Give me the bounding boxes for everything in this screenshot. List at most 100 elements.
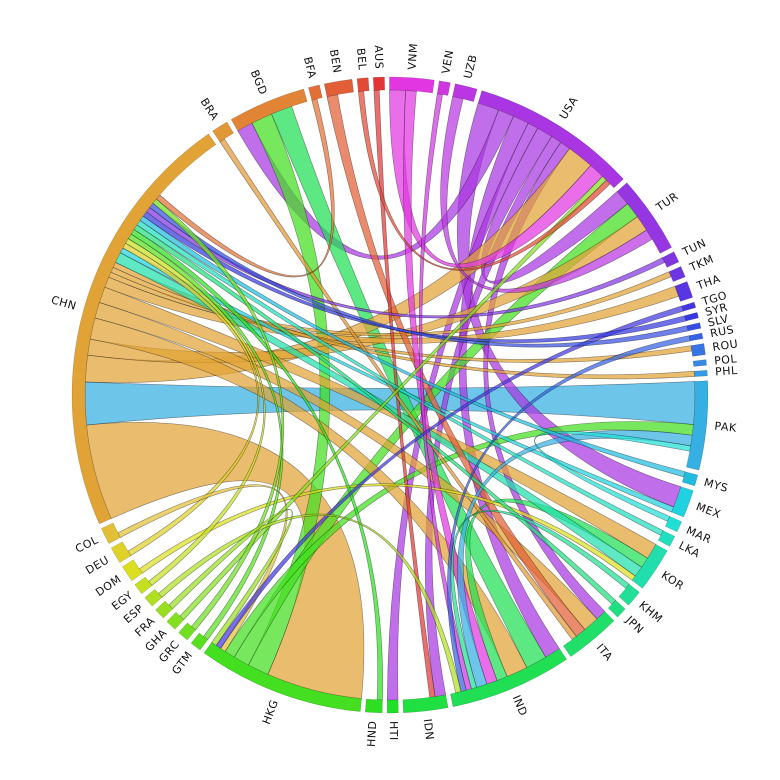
node-arc — [450, 648, 567, 707]
node-label: BEL — [354, 48, 369, 72]
chord — [89, 317, 528, 678]
node-arc — [402, 694, 449, 713]
node-label: HTI — [387, 721, 400, 741]
chord — [127, 233, 284, 641]
chord — [130, 228, 383, 701]
chord — [465, 498, 649, 681]
node-arc — [308, 84, 323, 101]
chord — [119, 247, 675, 513]
node-arc — [356, 77, 370, 92]
node-label: POL — [714, 352, 739, 367]
node-label: USA — [557, 94, 581, 121]
node-arc — [452, 83, 478, 102]
node-arc — [190, 632, 209, 651]
node-arc — [684, 312, 699, 322]
chord-group — [84, 89, 696, 701]
node-label: BFA — [301, 56, 319, 80]
chord — [86, 422, 365, 699]
node-arc — [661, 251, 680, 268]
node-arc — [686, 380, 709, 471]
node-label: VNM — [406, 43, 421, 71]
node-label: HKG — [260, 698, 281, 726]
node-arc — [71, 133, 217, 525]
chord — [94, 302, 598, 631]
node-label: IND — [510, 693, 530, 718]
node-label: CHN — [50, 293, 78, 312]
node-label: MEX — [694, 500, 722, 521]
chord — [114, 252, 643, 577]
node-label: LKA — [677, 539, 703, 561]
node-arc — [668, 266, 686, 282]
chord — [358, 90, 611, 271]
node-label: BRA — [198, 96, 222, 123]
node-label: VEN — [439, 49, 456, 75]
node-arc — [563, 611, 615, 657]
node-label: RUS — [709, 323, 735, 340]
node-arc — [686, 322, 702, 332]
chord — [139, 215, 686, 478]
node-arc — [664, 516, 683, 533]
node-arc — [674, 281, 693, 302]
node-arc — [155, 600, 173, 619]
chord — [179, 175, 607, 621]
node-arc — [477, 90, 624, 189]
node-label: JPN — [622, 613, 646, 637]
node-label: AUS — [372, 45, 386, 70]
node-label: IDN — [421, 718, 436, 741]
node-arc — [681, 471, 699, 487]
node-arc — [101, 522, 121, 544]
node-arc — [144, 588, 163, 607]
node-arc — [692, 359, 707, 367]
chord — [155, 98, 335, 278]
node-label: UZB — [461, 53, 479, 80]
chord — [149, 202, 689, 348]
node-arc — [688, 332, 704, 342]
node-arc — [178, 622, 196, 641]
node-arc — [166, 611, 185, 630]
node-label: THA — [694, 272, 722, 293]
node-label: BEN — [327, 48, 344, 74]
node-arc — [212, 121, 234, 143]
node-label: SYR — [704, 301, 729, 319]
chord — [84, 381, 696, 426]
node-label: KOR — [659, 569, 687, 593]
chord — [142, 211, 687, 343]
node-label: COL — [73, 533, 101, 555]
node-label: PAK — [714, 420, 738, 435]
node-arc — [690, 343, 706, 357]
node-arc — [631, 544, 668, 589]
node-label: PHL — [715, 364, 739, 379]
node-label: BGD — [248, 68, 270, 97]
node-arc — [365, 698, 383, 714]
node-arc — [618, 583, 640, 606]
chord — [133, 224, 617, 605]
node-arc — [203, 642, 362, 712]
node-arc — [657, 530, 676, 547]
node-arc — [323, 78, 354, 97]
node-arc — [607, 599, 626, 618]
node-label: ITA — [594, 641, 616, 663]
node-label: HND — [365, 720, 379, 747]
node-arc — [386, 699, 399, 714]
node-arc — [230, 88, 308, 132]
node-arc — [616, 182, 672, 254]
arc-group — [71, 76, 709, 714]
chord — [326, 94, 586, 637]
node-arc — [122, 559, 143, 582]
node-label: ROU — [712, 337, 739, 354]
node-arc — [693, 369, 708, 377]
node-label: SLV — [707, 312, 730, 329]
node-label: TUR — [653, 190, 681, 215]
node-arc — [134, 576, 153, 595]
node-arc — [389, 76, 435, 94]
chord — [125, 238, 266, 587]
node-arc — [436, 80, 451, 96]
chord — [122, 242, 260, 557]
node-arc — [110, 541, 132, 563]
node-arc — [671, 486, 694, 518]
node-arc — [372, 76, 385, 91]
chord — [152, 198, 285, 631]
node-label: DEU — [83, 553, 111, 577]
